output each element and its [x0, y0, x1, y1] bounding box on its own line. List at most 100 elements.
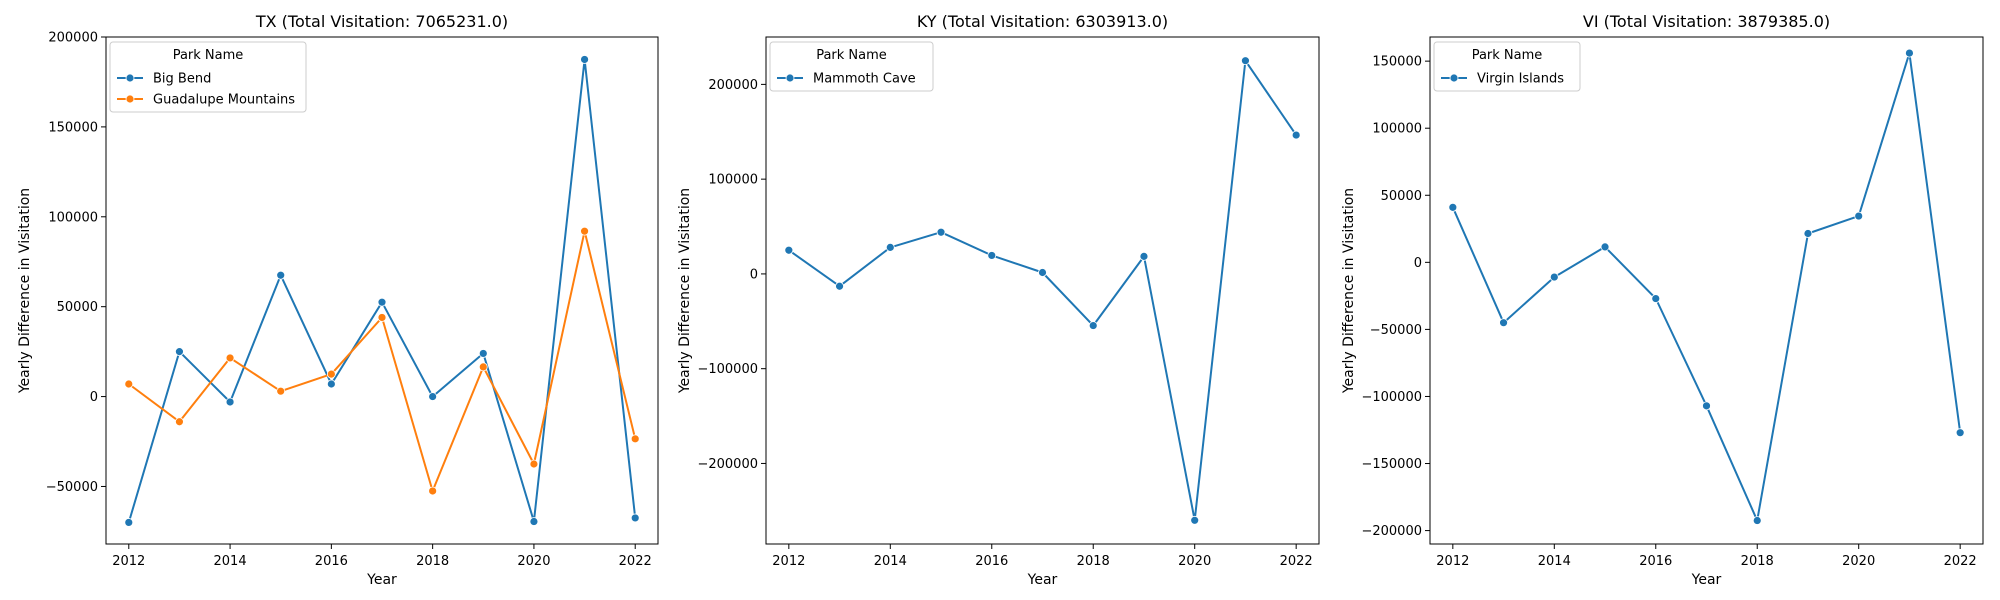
data-point — [580, 55, 589, 64]
y-tick-label: 150000 — [1372, 55, 1422, 70]
data-point — [377, 313, 387, 322]
data-point — [1651, 294, 1661, 303]
data-point — [1139, 251, 1149, 261]
data-point — [175, 417, 184, 427]
legend: Park Name Virgin Islands — [1433, 41, 1581, 92]
data-point — [1752, 516, 1762, 525]
x-tick-label: 2020 — [517, 554, 550, 569]
data-point — [124, 518, 134, 527]
data-point — [276, 270, 286, 280]
y-tick-label: 100000 — [708, 173, 758, 188]
series-line-1 — [128, 230, 637, 492]
x-tick-label: 2016 — [975, 554, 1008, 569]
legend-entry: Big Bend — [153, 72, 211, 87]
data-point — [1600, 242, 1610, 252]
x-tick-label: 2012 — [1436, 554, 1469, 569]
legend: Park Name Big Bend Guadalupe Mountains — [109, 41, 307, 113]
legend: Park Name Mammoth Cave — [769, 41, 934, 92]
chart-panel-2: VI (Total Visitation: 3879385.0) 2012 2014… — [1341, 12, 1984, 588]
x-tick-label: 2020 — [1178, 554, 1211, 569]
x-axis-label: Year — [366, 572, 397, 588]
x-tick-label: 2018 — [1077, 554, 1110, 569]
y-tick-label: 150000 — [48, 120, 98, 135]
data-point — [580, 226, 589, 236]
data-point — [478, 349, 488, 358]
legend-box — [109, 41, 307, 113]
chart-title: TX (Total Visitation: 7065231.0) — [255, 12, 508, 31]
data-point — [276, 386, 286, 396]
legend-swatch-marker — [1449, 73, 1459, 83]
x-tick-label: 2012 — [112, 554, 145, 569]
data-point — [936, 227, 946, 237]
legend-swatch-marker — [125, 73, 135, 83]
y-tick-label: 100000 — [1372, 122, 1422, 137]
y-axis-label: Yearly Difference in Visitation — [677, 188, 693, 394]
legend-entry: Mammoth Cave — [813, 72, 916, 87]
data-point — [1702, 401, 1711, 411]
x-tick-label: 2022 — [1944, 554, 1977, 569]
chart-panel-0: TX (Total Visitation: 7065231.0) 2012 2014… — [17, 12, 659, 588]
x-tick-label: 2014 — [874, 554, 907, 569]
y-tick-label: 50000 — [1381, 189, 1422, 204]
legend-entry: Guadalupe Mountains — [153, 93, 295, 108]
data-point — [326, 379, 336, 389]
legend-entry: Virgin Islands — [1477, 72, 1564, 87]
x-tick-label: 2022 — [619, 554, 652, 569]
data-point — [1190, 515, 1200, 525]
axes-frame — [765, 36, 1320, 545]
data-point — [630, 513, 640, 523]
data-point — [1291, 130, 1301, 140]
data-point — [326, 369, 336, 379]
axes-frame — [1429, 36, 1984, 545]
legend-box — [769, 41, 934, 92]
legend-swatch-marker — [785, 73, 795, 83]
legend-box — [1433, 41, 1581, 92]
data-point — [529, 459, 539, 469]
x-axis-label: Year — [1691, 572, 1722, 588]
data-point — [428, 486, 438, 496]
y-tick-label: 50000 — [57, 300, 98, 315]
data-point — [1854, 211, 1864, 221]
x-tick-label: 2014 — [1538, 554, 1571, 569]
data-point — [630, 434, 640, 444]
data-point — [529, 517, 539, 526]
data-point — [1905, 48, 1914, 58]
data-point — [478, 362, 488, 372]
series-line-0 — [127, 58, 637, 523]
y-tick-label: −150000 — [1361, 457, 1422, 472]
y-tick-label: 0 — [1414, 256, 1422, 271]
data-point — [377, 297, 387, 307]
data-point — [835, 281, 844, 291]
y-tick-label: −100000 — [1361, 390, 1422, 405]
data-point — [885, 242, 895, 252]
data-point — [1038, 268, 1047, 277]
legend-title: Park Name — [816, 48, 887, 63]
data-point — [1549, 272, 1559, 282]
data-point — [175, 347, 184, 357]
x-tick-label: 2018 — [416, 554, 449, 569]
x-axis-label: Year — [1027, 572, 1058, 588]
series-line-0 — [1451, 52, 1962, 522]
data-point — [124, 379, 134, 389]
y-tick-label: −200000 — [1361, 524, 1422, 539]
x-tick-label: 2016 — [1639, 554, 1672, 569]
x-tick-label: 2014 — [214, 554, 247, 569]
chart-title: KY (Total Visitation: 6303913.0) — [917, 12, 1168, 31]
data-point — [1088, 321, 1098, 330]
data-point — [225, 353, 235, 363]
data-point — [1241, 56, 1250, 66]
y-tick-label: 100000 — [48, 210, 98, 225]
y-tick-label: −50000 — [46, 480, 98, 495]
axes-frame — [105, 36, 659, 545]
y-tick-label: 200000 — [708, 78, 758, 93]
chart-panel-1: KY (Total Visitation: 6303913.0) 2012 2014… — [677, 12, 1320, 588]
series-line-0 — [788, 59, 1298, 522]
y-tick-label: 200000 — [48, 31, 98, 46]
data-point — [1803, 229, 1813, 238]
legend-title: Park Name — [173, 48, 244, 63]
x-tick-label: 2016 — [315, 554, 348, 569]
y-tick-label: −200000 — [697, 457, 758, 472]
data-point — [428, 392, 438, 401]
data-point — [1499, 318, 1508, 328]
